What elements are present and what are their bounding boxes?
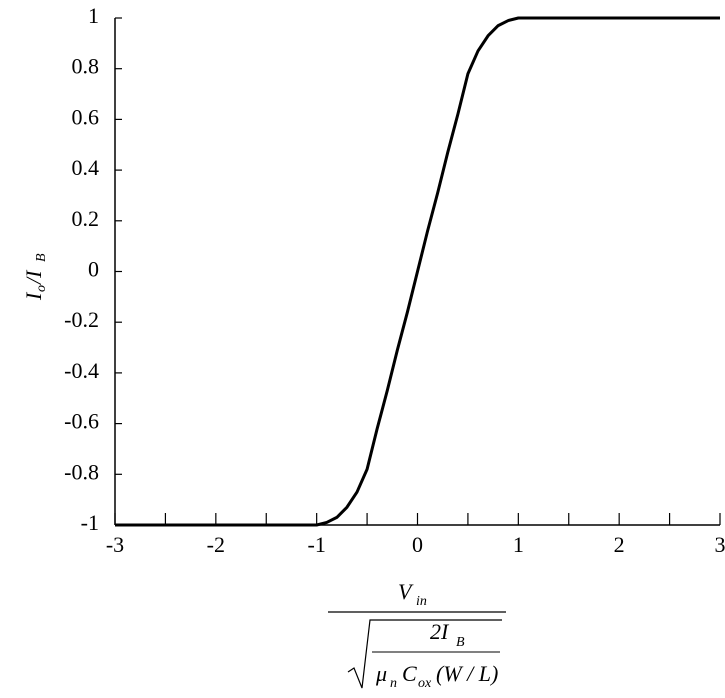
y-axis-label: I o /I B: [21, 253, 49, 301]
x-tick-label: 2: [614, 532, 625, 557]
y-tick-label: -0.4: [64, 358, 99, 383]
y-tick-label: 0.4: [72, 155, 100, 180]
y-tick-label: -0.2: [64, 307, 99, 332]
x-tick-label: -2: [207, 532, 225, 557]
y-tick-label: 0.2: [72, 206, 100, 231]
y-label-part: I: [21, 291, 46, 301]
x-label-part: 2I: [430, 619, 450, 644]
x-tick-label: -1: [308, 532, 326, 557]
y-label-sub: o: [34, 285, 49, 292]
x-label-part: C: [402, 661, 417, 686]
data-line: [115, 16, 720, 527]
y-tick-label: 0.8: [72, 54, 100, 79]
y-tick-label: -0.8: [64, 459, 99, 484]
x-label-part: V: [398, 579, 414, 604]
y-tick-label: -0.6: [64, 409, 99, 434]
x-label-sub: n: [390, 676, 397, 691]
x-label-part: (W / L): [436, 661, 498, 686]
x-label-part: μ: [375, 661, 387, 686]
y-label-part: /I: [21, 269, 46, 286]
y-tick-label: 0: [88, 257, 99, 282]
x-tick-label: 1: [513, 532, 524, 557]
x-tick-label: 3: [715, 532, 725, 557]
y-tick-label: 0.6: [72, 104, 100, 129]
x-label-sub: in: [416, 594, 427, 609]
x-tick-label: 0: [412, 532, 423, 557]
y-tick-label: 1: [88, 3, 99, 28]
x-tick-label: -3: [106, 532, 124, 557]
y-label-sub: B: [34, 253, 49, 262]
sqrt-sign: [347, 619, 502, 689]
x-axis-label: V in 2I B μ n C ox (W / L): [328, 579, 506, 691]
x-label-sub: ox: [418, 676, 432, 691]
x-label-sub: B: [456, 635, 465, 650]
y-tick-label: -1: [81, 510, 99, 535]
